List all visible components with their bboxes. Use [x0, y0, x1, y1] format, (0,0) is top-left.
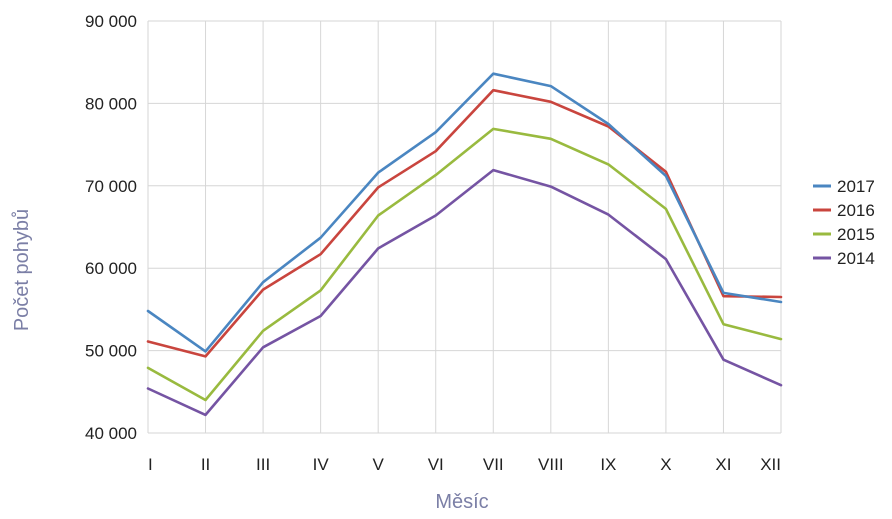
x-tick-label: IV — [313, 455, 330, 474]
series-line-2017 — [146, 72, 783, 353]
x-axis-ticks: I II III IV V VI VII VIII IX X XI XII — [148, 455, 781, 474]
y-axis-ticks: 40 000 50 000 60 000 70 000 80 000 90 000 — [85, 12, 137, 443]
x-tick-label: II — [201, 455, 210, 474]
y-tick-label: 80 000 — [85, 94, 137, 113]
y-tick-label: 40 000 — [85, 424, 137, 443]
x-tick-label: VI — [428, 455, 444, 474]
x-axis-title: Měsíc — [435, 491, 488, 513]
y-tick-label: 50 000 — [85, 342, 137, 361]
y-axis-title: Počet pohybů — [11, 209, 33, 331]
y-tick-label: 70 000 — [85, 177, 137, 196]
legend-label-2014: 2014 — [837, 249, 875, 268]
series-line-2016 — [146, 88, 783, 358]
series-lines — [146, 72, 783, 417]
legend: 2017 2016 2015 2014 — [813, 177, 875, 268]
x-tick-label: III — [256, 455, 270, 474]
x-tick-label: X — [660, 455, 671, 474]
x-tick-label: VII — [483, 455, 504, 474]
series-line-2014 — [146, 168, 783, 417]
x-tick-label: I — [148, 455, 153, 474]
legend-label-2016: 2016 — [837, 201, 875, 220]
series-line-2015 — [146, 127, 783, 402]
y-tick-label: 60 000 — [85, 259, 137, 278]
y-tick-label: 90 000 — [85, 12, 137, 31]
legend-label-2017: 2017 — [837, 177, 875, 196]
x-tick-label: XI — [715, 455, 731, 474]
x-tick-label: IX — [600, 455, 616, 474]
legend-label-2015: 2015 — [837, 225, 875, 244]
x-tick-label: VIII — [538, 455, 564, 474]
x-tick-label: XII — [760, 455, 781, 474]
x-tick-label: V — [373, 455, 385, 474]
